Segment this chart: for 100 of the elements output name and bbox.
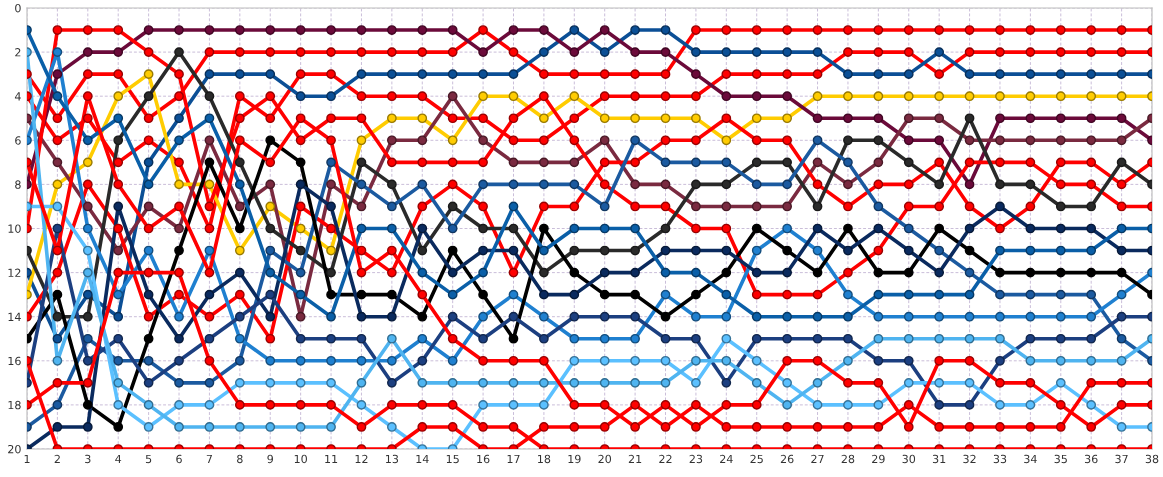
point [843, 135, 853, 146]
point [326, 69, 336, 80]
point [143, 223, 154, 234]
point [52, 25, 63, 35]
point [478, 179, 488, 190]
point [174, 245, 184, 256]
x-tick-label: 7 [206, 454, 213, 463]
point [417, 400, 428, 410]
point [539, 157, 549, 168]
x-tick-label: 28 [841, 454, 855, 464]
point [995, 400, 1005, 410]
point [447, 355, 458, 366]
point [599, 333, 610, 344]
point [873, 377, 884, 388]
point [995, 157, 1005, 168]
point [174, 135, 184, 146]
point [873, 223, 884, 234]
point [539, 245, 549, 256]
point [447, 289, 458, 300]
point [934, 267, 945, 278]
point [1055, 47, 1066, 57]
point [934, 25, 945, 35]
x-tick-label: 20 [598, 454, 612, 464]
point [113, 179, 124, 190]
x-tick-label: 33 [993, 454, 1007, 464]
point [508, 113, 519, 124]
point [82, 400, 93, 410]
point [52, 245, 63, 256]
point [82, 113, 93, 124]
point [1086, 400, 1097, 410]
point [204, 179, 215, 190]
point [1055, 135, 1066, 146]
point [1086, 377, 1097, 388]
point [812, 355, 823, 366]
point [234, 135, 245, 146]
x-tick-label: 22 [659, 454, 672, 463]
point [539, 69, 549, 80]
point [326, 201, 336, 212]
point [508, 333, 519, 344]
point [295, 25, 306, 35]
point [599, 47, 610, 57]
point [1055, 179, 1066, 190]
point [539, 91, 549, 102]
point [721, 91, 732, 102]
point [569, 25, 580, 35]
x-tick-label: 23 [689, 454, 703, 464]
point [630, 69, 640, 80]
point [539, 223, 549, 234]
point [995, 245, 1005, 256]
point [660, 333, 671, 344]
point [326, 157, 336, 168]
point [417, 223, 428, 234]
point [539, 47, 549, 57]
point [599, 157, 610, 168]
point [1025, 91, 1036, 102]
point [326, 333, 336, 344]
point [843, 69, 853, 80]
point [447, 245, 458, 256]
point [204, 223, 215, 234]
point [52, 47, 63, 57]
point [691, 289, 701, 300]
point [204, 113, 215, 124]
point [356, 377, 367, 388]
point [82, 91, 93, 102]
point [873, 422, 884, 432]
point [812, 377, 823, 388]
point [113, 223, 124, 234]
point [1025, 245, 1036, 256]
point [234, 223, 245, 234]
point [843, 267, 853, 278]
point [843, 400, 853, 410]
point [569, 400, 580, 410]
point [903, 201, 914, 212]
point [630, 289, 640, 300]
point [751, 355, 762, 366]
point [691, 377, 701, 388]
point [174, 201, 184, 212]
point [1055, 91, 1066, 102]
point [1025, 69, 1036, 80]
point [1055, 311, 1066, 322]
point [660, 113, 671, 124]
point [265, 47, 276, 57]
point [964, 355, 975, 366]
point [1025, 400, 1036, 410]
point [295, 267, 306, 278]
point [508, 25, 519, 35]
point [113, 91, 124, 102]
point [326, 47, 336, 57]
point [143, 157, 154, 168]
point [417, 47, 428, 57]
point [782, 267, 792, 278]
point [295, 47, 306, 57]
point [113, 267, 124, 278]
point [1116, 311, 1127, 322]
point [234, 157, 245, 168]
point [417, 157, 428, 168]
point [782, 377, 792, 388]
point [782, 69, 792, 80]
point [204, 47, 215, 57]
point [387, 69, 397, 80]
